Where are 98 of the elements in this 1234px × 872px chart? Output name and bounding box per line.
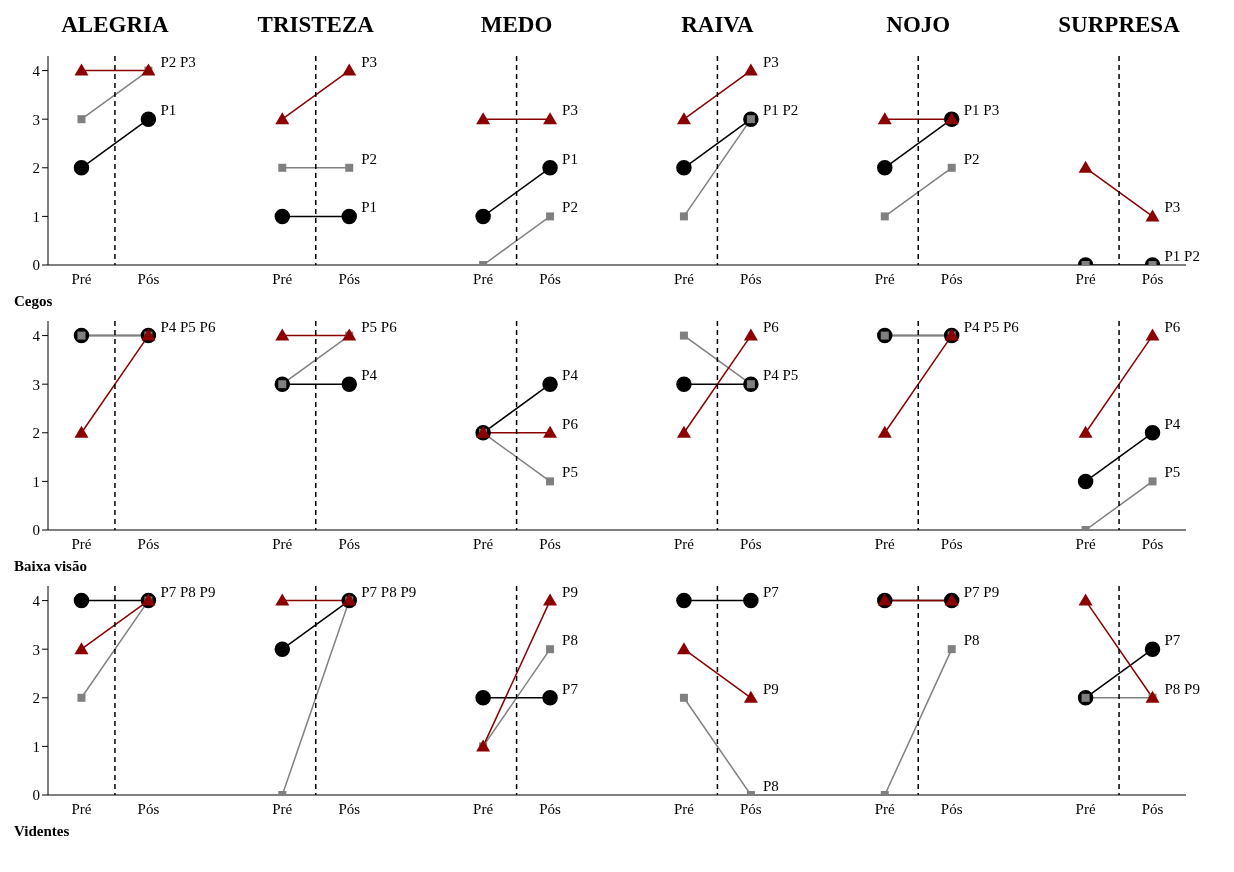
y-tick-label: 0 (32, 257, 40, 274)
x-tick-label: Pré (673, 270, 695, 287)
x-axis-title: Videntes (14, 823, 71, 841)
x-tick-label: Pré (272, 800, 293, 817)
y-tick-label: 4 (32, 62, 41, 79)
text: ALEGRIA (60, 12, 170, 38)
text: P2 (963, 150, 980, 167)
series-label: P1 (160, 102, 177, 119)
x-tick-label: Pós (1141, 535, 1164, 552)
text: P4 P5 P6 (160, 318, 216, 335)
text: P8 (762, 778, 779, 794)
y-tick-label: 1 (32, 473, 40, 490)
y-tick-label: 2 (32, 690, 40, 707)
text: P1 P3 (963, 102, 1000, 119)
text: P3 (762, 53, 779, 70)
x-tick-label: Pré (1075, 535, 1096, 552)
x-tick-label: Pré (673, 535, 695, 552)
text: P4 (562, 367, 578, 384)
text: SURPRESA (1057, 12, 1181, 38)
text: P8 P9 (1164, 680, 1200, 697)
x-tick-label: Pós (740, 270, 762, 287)
series-label: P5 (562, 464, 578, 481)
x-tick-label: Pré (874, 270, 896, 287)
text: P2 P3 (160, 53, 196, 70)
x-tick-label: Pré (272, 270, 293, 287)
x-axis-title: Cegos (14, 293, 54, 311)
x-tick-label: Pós (1141, 270, 1164, 287)
y-tick-label: 1 (32, 738, 40, 755)
series-label: P3 (361, 53, 378, 70)
x-tick-label: Pré (71, 535, 92, 552)
text: P7 P8 P9 (361, 583, 417, 600)
x-tick-label: Pós (940, 535, 963, 552)
text: P3 (562, 102, 578, 119)
text: P1 P2 (1164, 248, 1200, 264)
text: P1 P2 (762, 102, 799, 119)
text: P4 (1164, 415, 1181, 432)
x-tick-label: Pós (338, 800, 361, 817)
x-tick-label: Pós (940, 800, 963, 817)
x-tick-label: Pré (71, 800, 92, 817)
series-label: P4 (361, 367, 378, 384)
x-tick-label: Pré (473, 800, 494, 817)
text: RAIVA (680, 12, 755, 38)
x-tick-label: Pós (137, 535, 160, 552)
text: P9 (762, 680, 779, 697)
series-label: P6 (562, 415, 579, 432)
series-label: P2 (361, 150, 378, 167)
x-tick-label: Pós (940, 270, 963, 287)
text: NOJO (885, 12, 952, 38)
x-tick-label: Pré (673, 800, 695, 817)
text: P7 (762, 583, 779, 600)
text: P7 P8 P9 (160, 583, 216, 600)
text: P7 P9 (963, 583, 1000, 600)
y-tick-label: 4 (32, 327, 41, 344)
x-tick-label: Pós (338, 535, 361, 552)
x-tick-label: Pós (740, 535, 762, 552)
x-tick-label: Pré (272, 535, 293, 552)
x-tick-label: Pré (874, 800, 896, 817)
series-label: P7 (562, 680, 579, 697)
x-tick-label: Pré (71, 270, 92, 287)
text: MEDO (479, 12, 554, 38)
x-axis-title: Baixa visão (14, 558, 88, 576)
text: P7 (1164, 632, 1181, 649)
x-tick-label: Pós (137, 800, 160, 817)
y-tick-label: 0 (32, 522, 40, 539)
x-tick-label: Pré (1075, 270, 1096, 287)
x-tick-label: Pós (539, 800, 562, 817)
y-tick-label: 1 (32, 208, 40, 225)
series-label: P8 (562, 632, 578, 649)
x-tick-label: Pré (473, 535, 494, 552)
y-tick-label: 0 (32, 787, 40, 804)
x-tick-label: Pré (1075, 800, 1096, 817)
x-tick-label: Pós (740, 800, 762, 817)
x-tick-label: Pós (539, 270, 562, 287)
y-tick-label: 2 (32, 425, 40, 442)
text: P6 (1164, 318, 1181, 335)
x-tick-label: Pré (874, 535, 896, 552)
x-tick-label: Pré (473, 270, 494, 287)
text: P4 P5 (762, 367, 799, 384)
text: P5 (1164, 464, 1181, 481)
text: P1 (562, 150, 578, 167)
text: P4 P5 P6 (963, 318, 1019, 335)
text: TRISTEZA (256, 12, 375, 38)
x-tick-label: Pós (338, 270, 361, 287)
y-tick-label: 3 (32, 376, 40, 393)
y-tick-label: 4 (32, 592, 41, 609)
x-tick-label: Pós (137, 270, 160, 287)
text: P5 P6 (361, 318, 397, 335)
text: P2 (562, 199, 578, 216)
text: P6 (762, 318, 779, 335)
text: P3 (1164, 199, 1181, 216)
y-tick-label: 2 (32, 160, 40, 177)
y-tick-label: 3 (32, 641, 40, 658)
y-tick-label: 3 (32, 111, 40, 128)
series-label: P9 (562, 583, 578, 600)
text: P1 (361, 199, 378, 216)
x-tick-label: Pós (1141, 800, 1164, 817)
text: P8 (963, 632, 980, 649)
x-tick-label: Pós (539, 535, 562, 552)
